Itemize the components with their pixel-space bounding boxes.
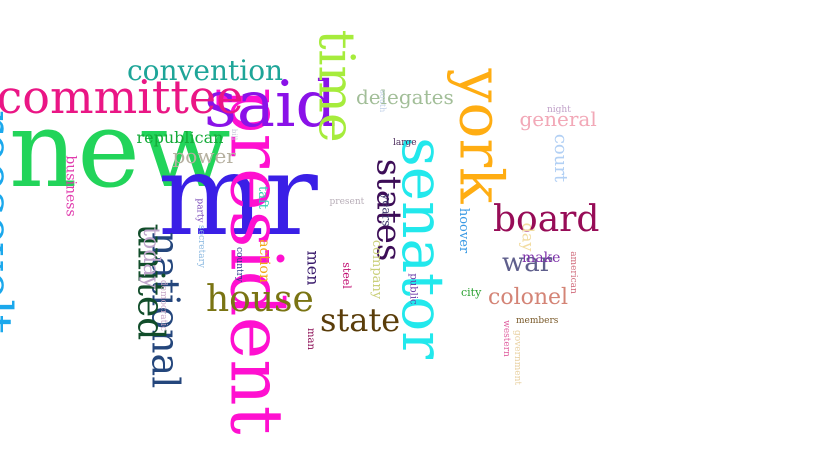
word-republican: republican: [136, 128, 224, 147]
word-action: action: [255, 239, 272, 283]
word-roosevelt: roosevelt: [0, 110, 22, 334]
word-delegates: delegates: [356, 85, 454, 109]
word-present: present: [329, 196, 365, 207]
word-south: south: [378, 89, 388, 113]
word-mr: mr: [158, 131, 318, 261]
word-secretary: secretary: [195, 224, 206, 268]
word-house: house: [206, 279, 314, 320]
word-city: city: [461, 285, 482, 299]
word-day: day: [517, 222, 537, 252]
word-time: time: [307, 29, 366, 143]
word-men: men: [302, 250, 322, 286]
word-convention: convention: [127, 54, 284, 87]
word-democratic: democratic: [157, 279, 168, 331]
word-members: members: [516, 315, 559, 326]
word-said: said: [204, 68, 337, 142]
word-steel: steel: [339, 261, 353, 289]
word-taft: taft: [254, 185, 270, 209]
word-man: man: [304, 328, 316, 350]
word-new: new: [9, 88, 231, 211]
word-party: party: [194, 197, 205, 223]
word-government: government: [511, 329, 522, 385]
word-war: war: [502, 248, 553, 278]
word-make: make: [522, 250, 561, 266]
word-american: american: [567, 250, 578, 294]
word-power: power: [172, 144, 236, 168]
word-public: public: [407, 273, 419, 305]
word-country: country: [233, 246, 244, 282]
word-years: years: [378, 193, 393, 227]
word-western: western: [500, 319, 511, 357]
word-business: business: [62, 155, 79, 217]
word-colonel: colonel: [488, 285, 569, 310]
word-state: state: [320, 301, 401, 339]
word-committee: committee: [0, 70, 244, 124]
word-board: board: [493, 199, 600, 240]
word-night: night: [547, 104, 571, 115]
word-york: york: [445, 68, 516, 204]
word-general: general: [519, 107, 597, 131]
word-court: court: [550, 133, 572, 183]
word-bill: bill: [229, 128, 238, 140]
word-hoover: hoover: [455, 207, 471, 253]
word-large: large: [393, 137, 417, 148]
word-company: company: [368, 239, 384, 299]
